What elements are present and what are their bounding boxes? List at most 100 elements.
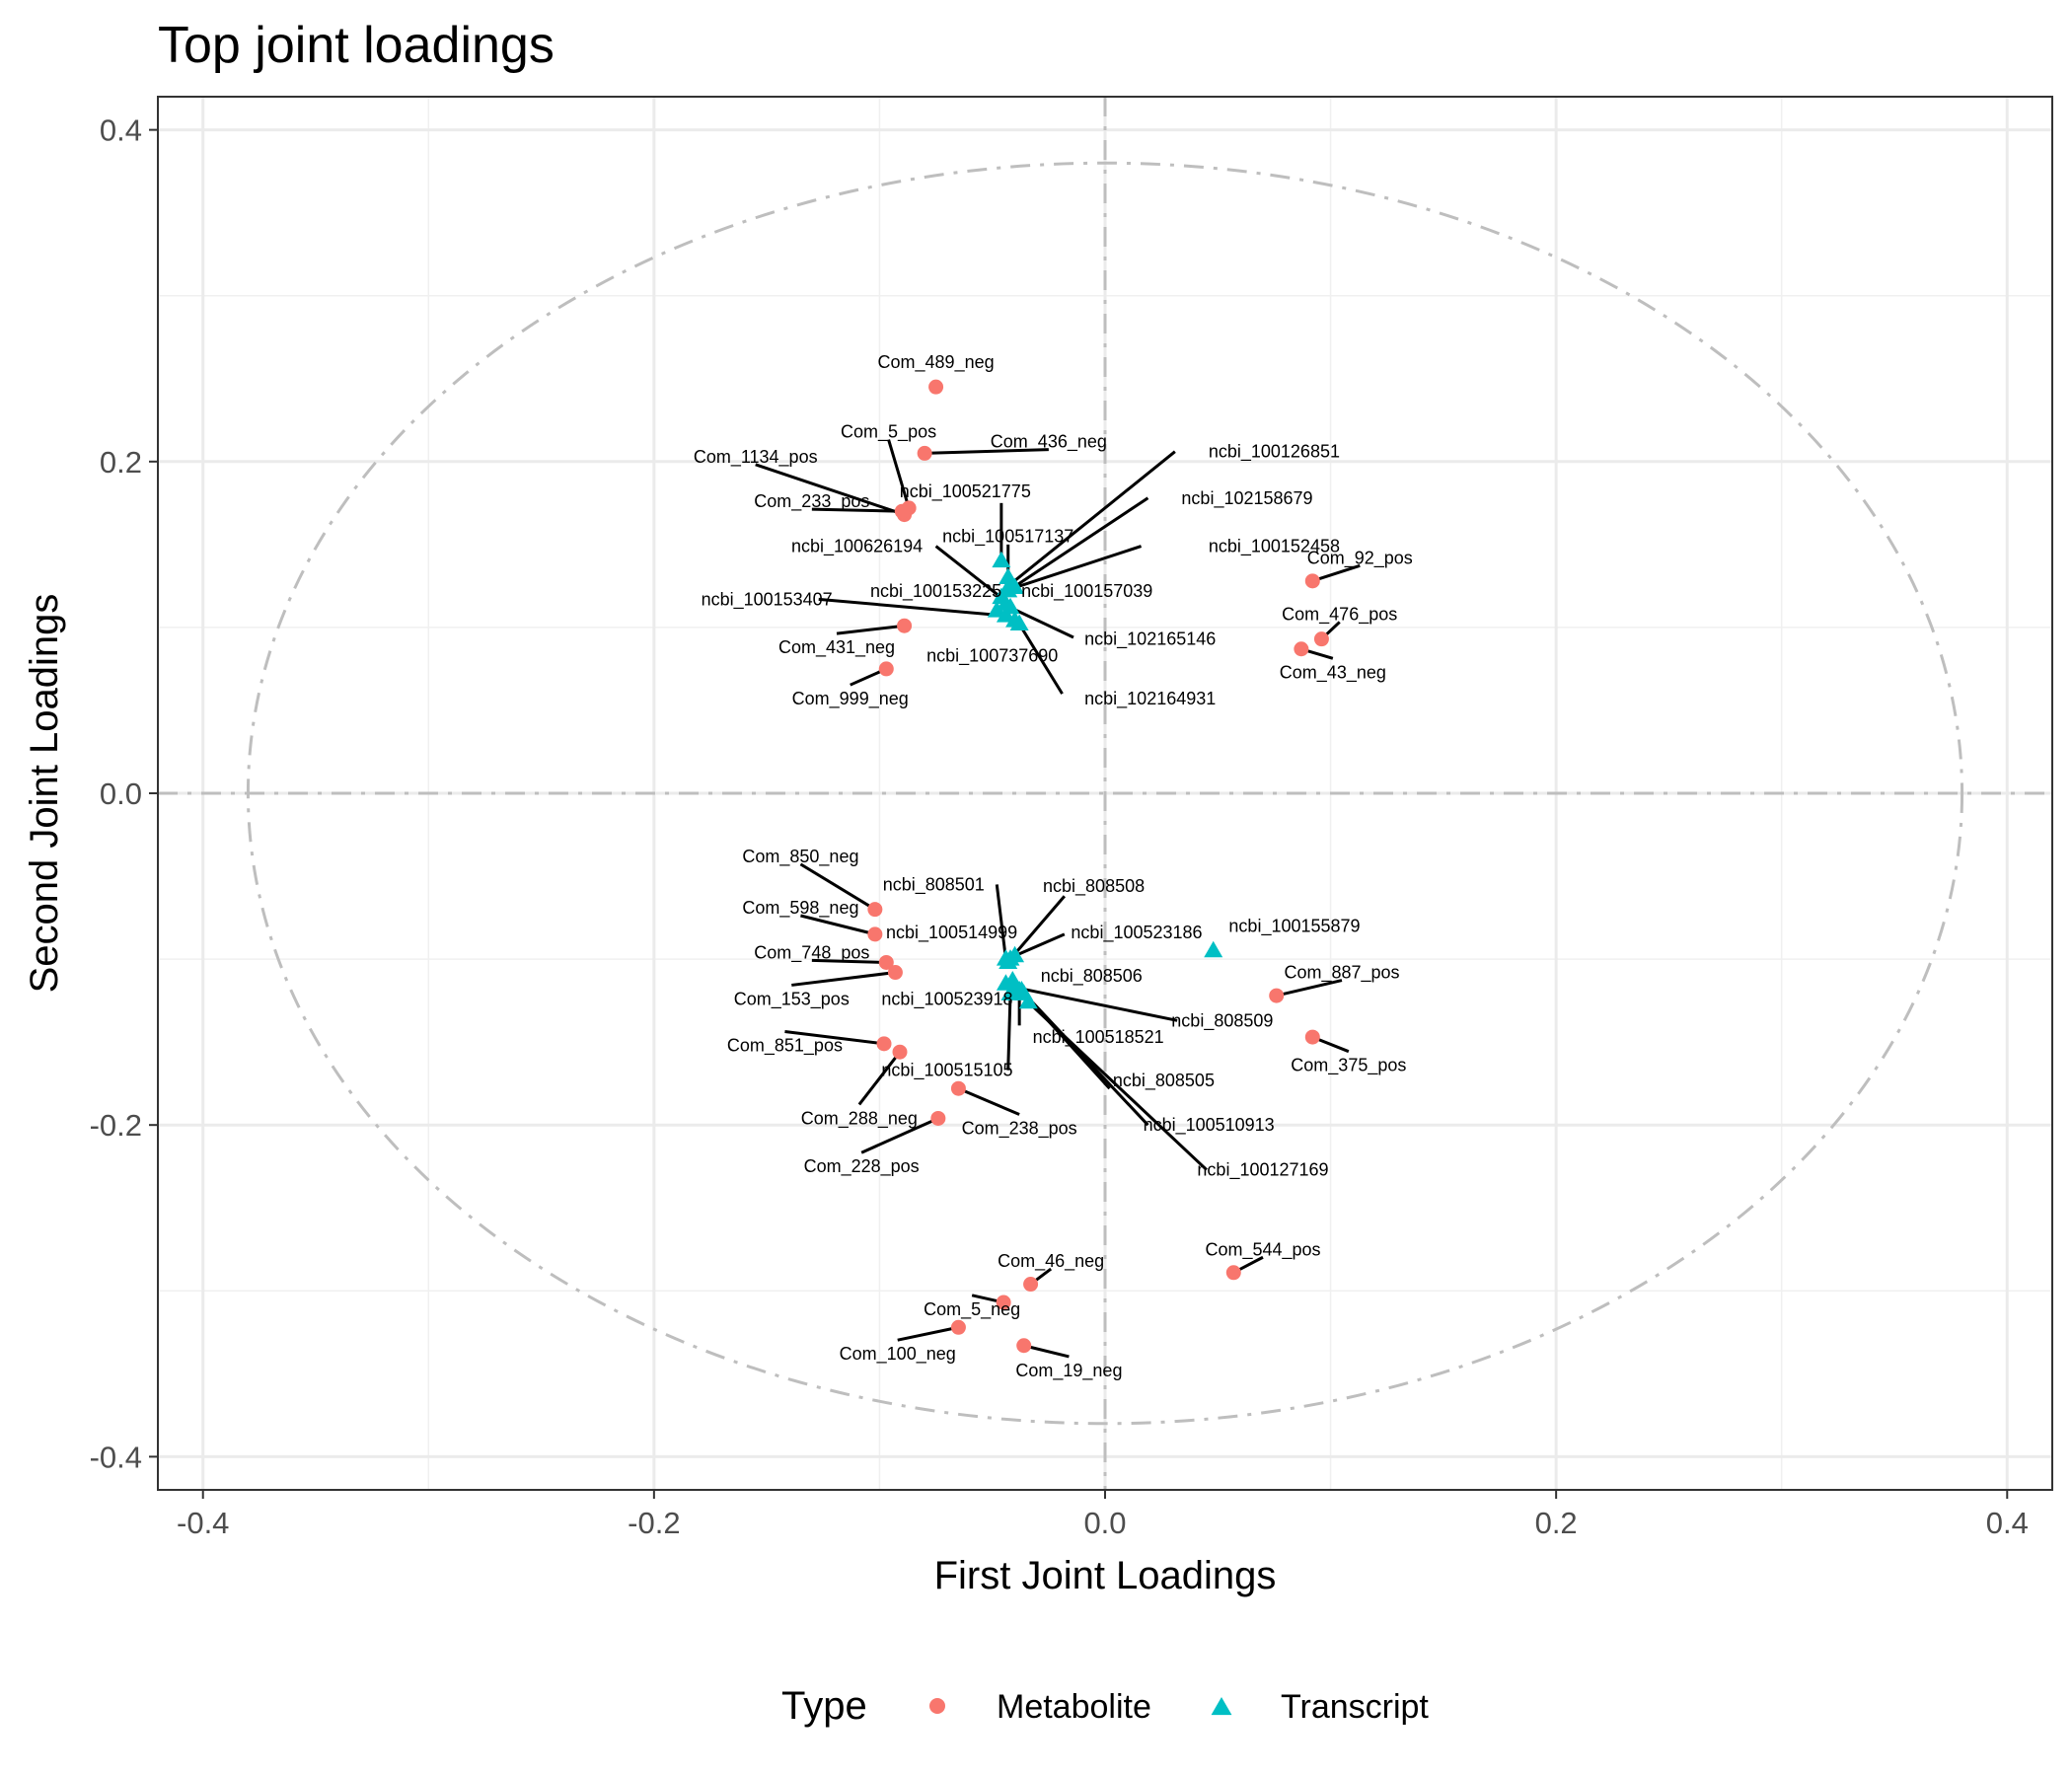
metabolite-point: [892, 1044, 908, 1060]
legend: Type Metabolite Transcript: [781, 1684, 1429, 1728]
metabolite-point: [1294, 641, 1309, 657]
point-label: ncbi_100626194: [791, 537, 923, 557]
transcript-point: [1000, 597, 1020, 615]
leader-line: [784, 1030, 885, 1046]
y-tick-label: 0.4: [100, 113, 142, 148]
metabolite-point: [950, 1080, 966, 1096]
metabolite-point: [878, 954, 894, 970]
point-label: ncbi_808506: [1041, 966, 1143, 987]
point-label: ncbi_100521775: [900, 481, 1031, 502]
legend-label: Metabolite: [997, 1688, 1151, 1726]
leader-line: [1020, 990, 1149, 1127]
point-label: Com_153_pos: [734, 989, 850, 1009]
point-label: ncbi_102165146: [1084, 629, 1216, 650]
point-label: ncbi_102158679: [1181, 488, 1312, 509]
leader-line: [1008, 895, 1066, 961]
point-label: ncbi_100514999: [886, 923, 1017, 943]
metabolite-point: [897, 618, 913, 633]
metabolite-point: [1023, 1277, 1039, 1293]
point-label: Com_43_neg: [1280, 662, 1386, 683]
point-label: ncbi_100523186: [1071, 923, 1202, 943]
point-label: ncbi_100737690: [926, 645, 1058, 666]
leader-line: [1009, 450, 1176, 586]
leader-line: [1006, 994, 1012, 1071]
leader-line: [791, 971, 896, 987]
point-label: ncbi_100126851: [1209, 442, 1340, 463]
metabolite-point: [876, 1036, 892, 1052]
metabolite-point: [917, 445, 932, 461]
y-tick-label: 0.0: [100, 777, 142, 811]
metabolite-point: [996, 1295, 1011, 1310]
leader-line: [1013, 932, 1066, 958]
y-axis-title: Second Joint Loadings: [23, 594, 66, 994]
point-label: ncbi_808505: [1113, 1071, 1215, 1091]
point-label: Com_288_neg: [801, 1108, 918, 1129]
point-label: ncbi_808501: [883, 874, 985, 895]
point-label: ncbi_808509: [1171, 1010, 1273, 1031]
transcript-point: [1011, 981, 1031, 998]
point-label: Com_92_pos: [1307, 548, 1413, 568]
point-label: Com_489_neg: [878, 352, 995, 373]
point-label: Com_476_pos: [1282, 604, 1397, 625]
leader-line: [1311, 563, 1361, 583]
data-points: [867, 379, 1329, 1354]
point-label: ncbi_100515105: [881, 1061, 1012, 1081]
leader-line: [1017, 623, 1064, 695]
leader-line: [934, 545, 1002, 599]
point-label: Com_436_neg: [991, 432, 1107, 453]
point-label: ncbi_100517137: [942, 526, 1073, 547]
point-label: ncbi_100157039: [1021, 581, 1152, 602]
point-label: Com_1134_pos: [694, 447, 818, 468]
x-axis-title: First Joint Loadings: [934, 1554, 1277, 1597]
metabolite-point: [1016, 1338, 1032, 1354]
metabolite-point: [1304, 573, 1320, 589]
leader-line: [1006, 496, 1149, 593]
leader-line: [811, 507, 903, 513]
transcript-point: [1005, 945, 1025, 963]
legend-key-metabolite: [929, 1698, 945, 1714]
point-label: Com_19_neg: [1015, 1361, 1122, 1381]
point-label: ncbi_100155879: [1228, 916, 1360, 936]
x-tick-label: 0.4: [1986, 1506, 2029, 1540]
leader-line: [860, 1117, 939, 1154]
reference-lines: [158, 97, 2052, 1490]
y-tick-label: 0.2: [100, 445, 142, 480]
metabolite-point: [887, 965, 903, 981]
point-label: Com_5_pos: [841, 422, 936, 443]
legend-label: Transcript: [1281, 1688, 1429, 1726]
y-tick-label: -0.2: [90, 1108, 142, 1143]
transcript-point: [1009, 614, 1029, 631]
x-tick-label: 0.2: [1535, 1506, 1578, 1540]
point-label: Com_375_pos: [1291, 1056, 1406, 1076]
legend-key-transcript: [1211, 1697, 1232, 1716]
point-label: ncbi_100153225: [870, 581, 1001, 602]
leader-line: [811, 958, 887, 964]
leader-line: [887, 439, 911, 509]
chart-title: Top joint loadings: [158, 17, 555, 74]
leader-line: [897, 1325, 959, 1342]
x-tick-label: -0.4: [177, 1506, 229, 1540]
point-label: Com_851_pos: [727, 1036, 843, 1057]
metabolite-point: [928, 379, 944, 395]
transcript-point: [999, 567, 1018, 584]
leader-line: [755, 463, 906, 517]
metabolite-point: [878, 661, 894, 677]
label-leader-lines: [755, 439, 1361, 1359]
transcript-point: [1204, 940, 1223, 958]
x-tick-label: 0.0: [1083, 1506, 1126, 1540]
leader-line: [1014, 545, 1143, 589]
metabolite-point: [1313, 631, 1329, 647]
leader-line: [1014, 986, 1178, 1022]
transcript-point: [1018, 992, 1038, 1009]
point-label: ncbi_100518521: [1033, 1027, 1164, 1048]
metabolite-point: [867, 926, 883, 942]
metabolite-point: [1304, 1029, 1320, 1045]
metabolite-point: [894, 503, 910, 519]
leader-line: [995, 884, 1007, 960]
leader-line: [857, 1051, 902, 1106]
point-label: Com_598_neg: [742, 898, 858, 919]
leader-line: [925, 448, 1049, 455]
point-label: Com_46_neg: [998, 1251, 1104, 1272]
point-label: Com_887_pos: [1284, 963, 1399, 984]
point-label: ncbi_808508: [1043, 876, 1145, 897]
